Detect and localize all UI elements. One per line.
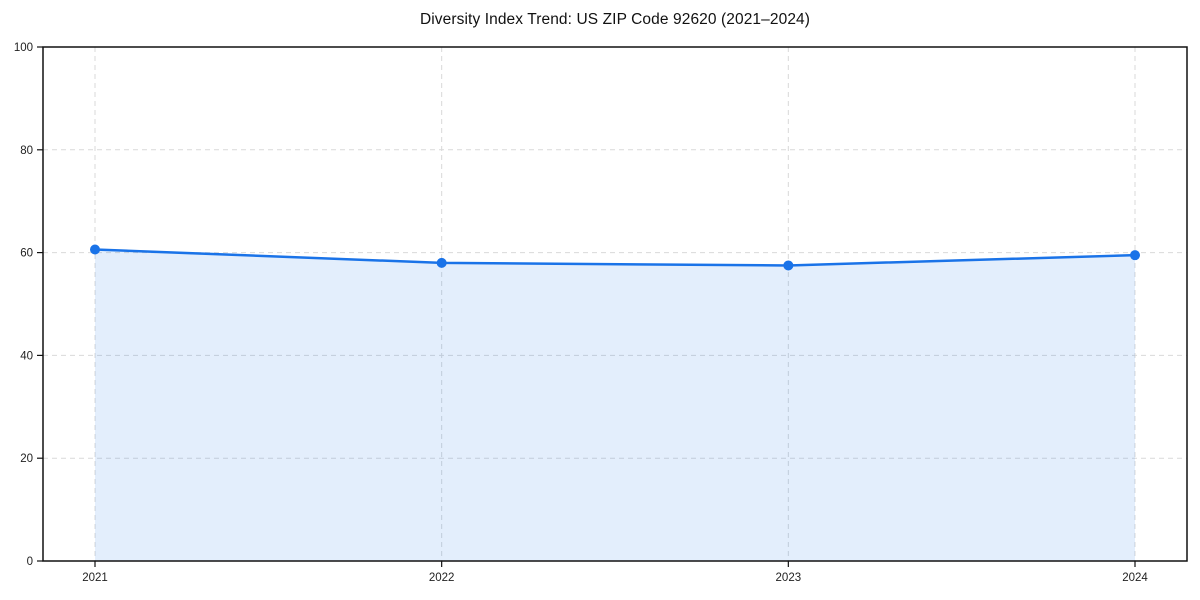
y-tick-label: 80: [20, 145, 33, 157]
x-tick-label: 2024: [1122, 572, 1148, 584]
x-tick-label: 2021: [82, 572, 108, 584]
y-tick-label: 20: [20, 453, 33, 465]
plot-border: [42, 46, 1188, 562]
plot-background: [43, 47, 1187, 561]
trend-area: [95, 249, 1135, 562]
trend-line: [93, 248, 1137, 267]
y-tick-label: 100: [14, 42, 33, 54]
x-tick-label: 2022: [429, 572, 455, 584]
data-point-2021: [90, 244, 100, 255]
x-tick-label: 2023: [776, 572, 802, 584]
y-tick-label: 0: [27, 556, 33, 568]
y-tick-label: 40: [20, 350, 33, 362]
data-point-2023: [783, 260, 794, 271]
data-point-2022: [436, 257, 447, 268]
data-point-2024: [1130, 250, 1140, 261]
y-tick-label: 60: [20, 248, 33, 260]
chart-title: Diversity Index Trend: US ZIP Code 92620…: [419, 11, 811, 28]
